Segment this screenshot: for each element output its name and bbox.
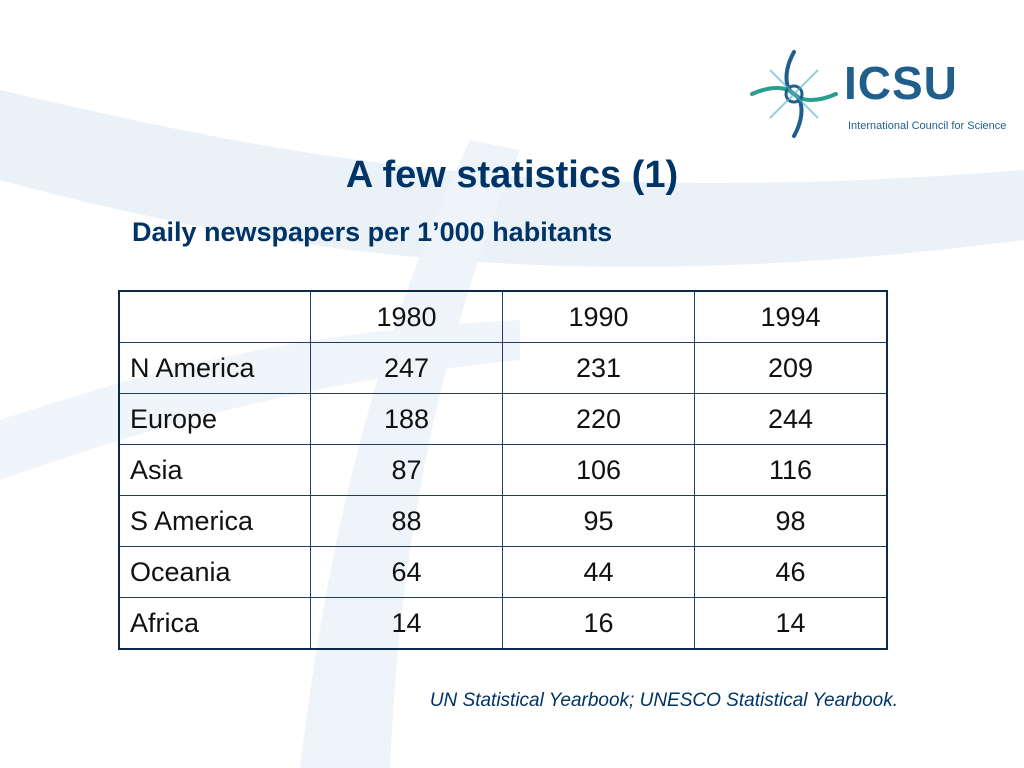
- table-row: Oceania 64 44 46: [118, 546, 888, 598]
- table-cell: 87: [310, 444, 503, 496]
- statistics-table: 1980 1990 1994 N America 247 231 209 Eur…: [118, 290, 888, 650]
- table-cell: 188: [310, 393, 503, 445]
- table-cell: 14: [694, 597, 888, 650]
- table-row: Asia 87 106 116: [118, 444, 888, 496]
- slide-title: A few statistics (1): [345, 154, 679, 196]
- table-cell: 98: [694, 495, 888, 547]
- table-cell: 64: [310, 546, 503, 598]
- table-cell: 14: [310, 597, 503, 650]
- table-cell: 231: [502, 342, 695, 394]
- icsu-emblem-icon: [750, 50, 838, 138]
- table-row: Europe 188 220 244: [118, 393, 888, 445]
- table-cell: 16: [502, 597, 695, 650]
- column-header: 1980: [310, 290, 503, 343]
- row-label: Oceania: [118, 546, 311, 598]
- slide-subtitle: Daily newspapers per 1’000 habitants: [132, 217, 613, 247]
- table-cell: 247: [310, 342, 503, 394]
- table-header-row: 1980 1990 1994: [118, 290, 888, 343]
- column-header: 1990: [502, 290, 695, 343]
- row-label: Asia: [118, 444, 311, 496]
- table-row: N America 247 231 209: [118, 342, 888, 394]
- table-row: Africa 14 16 14: [118, 597, 888, 650]
- source-citation: UN Statistical Yearbook; UNESCO Statisti…: [429, 690, 898, 711]
- column-header: [118, 290, 311, 343]
- icsu-tagline: International Council for Science: [848, 120, 1007, 132]
- table-cell: 106: [502, 444, 695, 496]
- table-cell: 116: [694, 444, 888, 496]
- icsu-wordmark: ICSU: [844, 57, 958, 109]
- table-cell: 88: [310, 495, 503, 547]
- table-cell: 244: [694, 393, 888, 445]
- table-cell: 46: [694, 546, 888, 598]
- column-header: 1994: [694, 290, 888, 343]
- table-cell: 220: [502, 393, 695, 445]
- row-label: N America: [118, 342, 311, 394]
- row-label: Europe: [118, 393, 311, 445]
- table-cell: 44: [502, 546, 695, 598]
- table-cell: 95: [502, 495, 695, 547]
- row-label: S America: [118, 495, 311, 547]
- icsu-logo: ICSU International Council for Science: [748, 48, 1018, 140]
- row-label: Africa: [118, 597, 311, 650]
- table-row: S America 88 95 98: [118, 495, 888, 547]
- table-cell: 209: [694, 342, 888, 394]
